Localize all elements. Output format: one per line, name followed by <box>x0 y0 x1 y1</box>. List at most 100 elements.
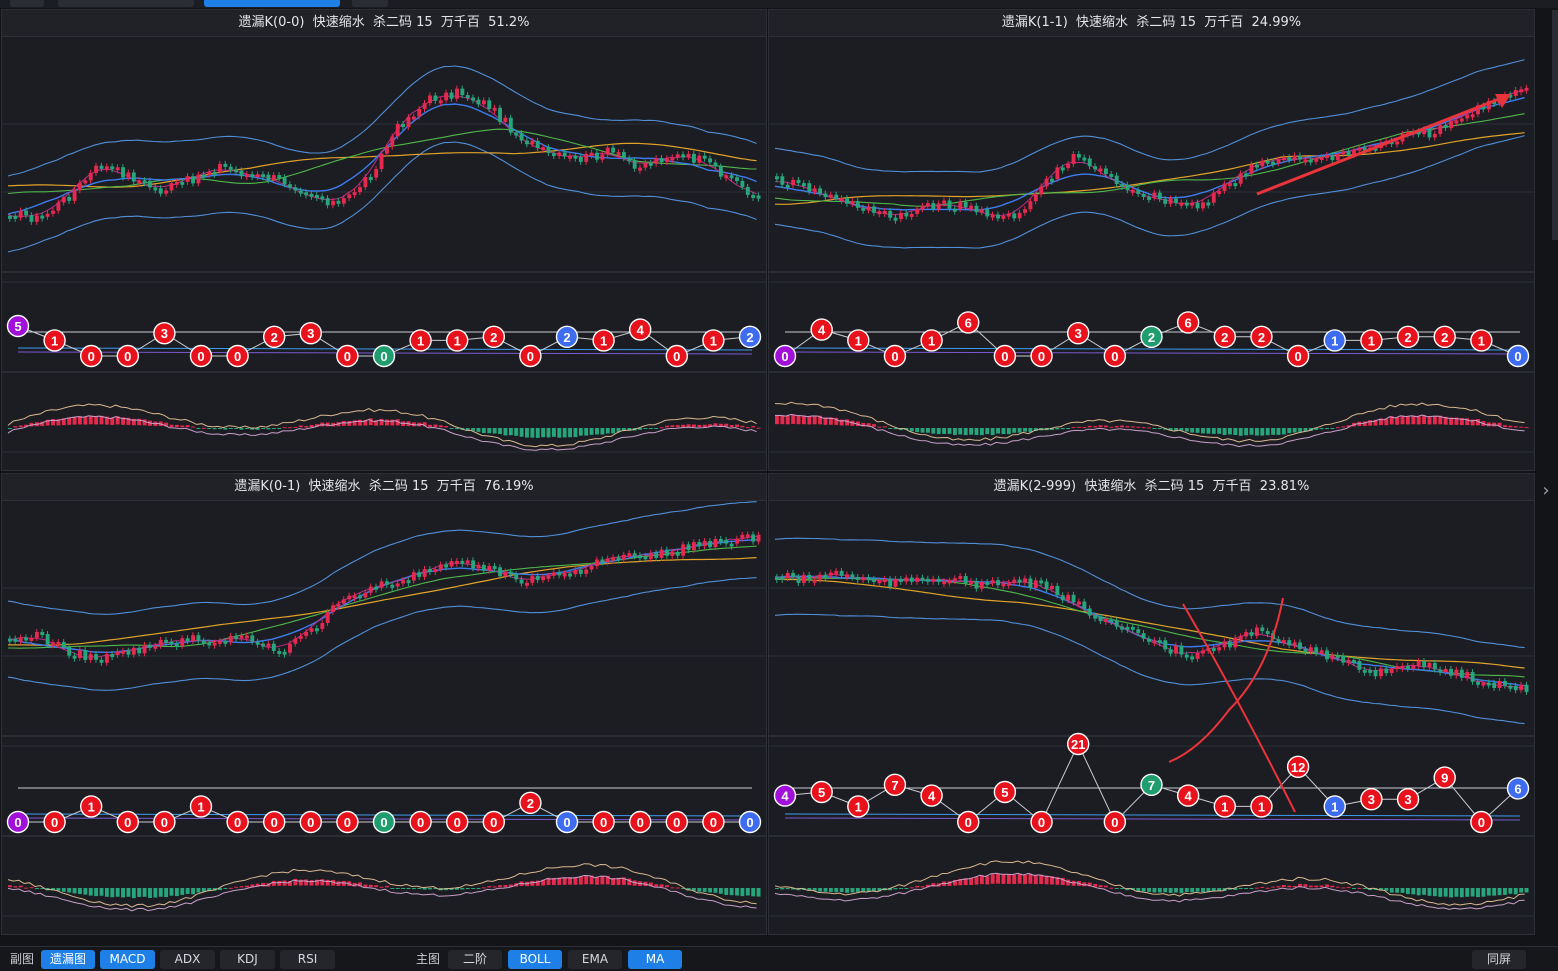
sync-screen-button[interactable]: 同屏 <box>1472 950 1526 969</box>
miss-node: 0 <box>1470 810 1493 834</box>
miss-node: 0 <box>226 344 249 368</box>
svg-text:0: 0 <box>161 815 168 830</box>
miss-node: 3 <box>153 322 176 345</box>
sub-tab-kdj[interactable]: KDJ <box>220 950 275 969</box>
sub-tab-adx[interactable]: ADX <box>160 950 215 969</box>
svg-text:1: 1 <box>1331 333 1338 348</box>
miss-node: 1 <box>189 795 213 818</box>
svg-text:0: 0 <box>88 349 95 364</box>
svg-text:0: 0 <box>234 815 241 830</box>
add-tab-button[interactable] <box>352 0 388 7</box>
svg-text:2: 2 <box>563 330 570 345</box>
miss-node: 0 <box>226 810 249 834</box>
sub-tab-miss-chart[interactable]: 遗漏图 <box>41 950 95 969</box>
miss-node: 0 <box>702 810 725 834</box>
svg-text:0: 0 <box>781 349 788 364</box>
miss-node: 1 <box>1250 795 1273 818</box>
main-tab-second-order[interactable]: 二阶 <box>448 950 502 969</box>
top-tab[interactable] <box>58 0 194 7</box>
svg-text:0: 0 <box>344 815 351 830</box>
miss-node: 3 <box>1396 788 1420 811</box>
svg-text:0: 0 <box>454 815 461 830</box>
miss-node: 7 <box>1140 773 1163 796</box>
miss-node: 0 <box>773 344 797 368</box>
svg-text:4: 4 <box>818 323 826 338</box>
miss-node: 2 <box>1213 325 1236 348</box>
svg-text:0: 0 <box>380 815 387 830</box>
miss-node: 2 <box>1433 325 1456 348</box>
panel-chart[interactable]: 5 1 0 0 3 0 0 2 3 0 0 1 1 2 0 2 1 4 0 1 2 <box>2 36 766 470</box>
miss-node: 0 <box>519 344 542 368</box>
miss-node: 12 <box>1286 755 1310 778</box>
miss-node: 5 <box>810 780 833 804</box>
top-tab-home[interactable] <box>10 0 44 7</box>
panel-title: 遗漏K(0-1) 快速缩水 杀二码 15 万千百 76.19% <box>2 474 766 501</box>
svg-text:2: 2 <box>1258 330 1265 345</box>
miss-node: 1 <box>847 795 870 818</box>
panel-title: 遗漏K(2-999) 快速缩水 杀二码 15 万千百 23.81% <box>769 474 1534 501</box>
svg-text:0: 0 <box>1038 815 1045 830</box>
svg-text:9: 9 <box>1441 771 1448 786</box>
miss-node: 0 <box>336 344 359 368</box>
chevron-right-icon[interactable]: › <box>1542 480 1550 501</box>
svg-text:4: 4 <box>781 789 789 804</box>
miss-node: 1 <box>920 329 943 352</box>
miss-node: 0 <box>665 344 688 368</box>
svg-text:1: 1 <box>710 333 717 348</box>
svg-text:2: 2 <box>527 796 534 811</box>
miss-node: 1 <box>1323 329 1346 352</box>
chart-panel-0-0[interactable]: 遗漏K(0-0) 快速缩水 杀二码 15 万千百 51.2% 5 1 0 0 3 0 0 2 3… <box>1 9 767 471</box>
miss-node: 0 <box>957 810 980 834</box>
miss-node: 0 <box>482 810 505 834</box>
miss-node-row: 4 5 1 7 4 0 5 0 21 0 7 4 1 1 12 1 3 3 9 0 6 <box>773 732 1530 834</box>
miss-node: 1 <box>702 329 725 352</box>
svg-text:6: 6 <box>1185 315 1192 330</box>
top-tab-active[interactable] <box>204 0 340 7</box>
svg-text:0: 0 <box>1111 349 1118 364</box>
miss-node: 0 <box>263 810 286 834</box>
panel-title: 遗漏K(0-0) 快速缩水 杀二码 15 万千百 51.2% <box>2 10 766 37</box>
miss-node: 0 <box>1103 810 1127 834</box>
main-tab-ema[interactable]: EMA <box>568 950 622 969</box>
svg-text:0: 0 <box>891 349 898 364</box>
svg-text:1: 1 <box>88 799 95 814</box>
svg-text:4: 4 <box>928 789 936 804</box>
miss-node: 3 <box>299 322 322 345</box>
miss-node: 0 <box>189 344 213 368</box>
panel-chart[interactable]: 0 0 1 0 0 1 0 0 0 0 0 0 0 0 2 0 0 0 0 0 0 <box>2 500 766 934</box>
main-tab-boll[interactable]: BOLL <box>508 950 562 969</box>
svg-text:0: 0 <box>1478 815 1485 830</box>
svg-text:0: 0 <box>1294 349 1301 364</box>
side-scroll-strip[interactable] <box>1552 10 1558 240</box>
miss-node: 6 <box>957 311 980 334</box>
sub-tab-macd[interactable]: MACD <box>100 950 155 969</box>
svg-text:1: 1 <box>1368 333 1375 348</box>
svg-text:12: 12 <box>1291 760 1305 775</box>
miss-node: 0 <box>409 810 432 834</box>
svg-text:3: 3 <box>161 326 168 341</box>
miss-node: 0 <box>1030 810 1053 834</box>
panel-chart[interactable]: 0 4 1 0 1 6 0 0 3 0 2 6 2 2 0 1 1 2 2 1 0 <box>769 36 1534 470</box>
chart-panel-0-1[interactable]: 遗漏K(0-1) 快速缩水 杀二码 15 万千百 76.19% 0 0 1 0 0 1 0 0… <box>1 473 767 935</box>
panel-chart[interactable]: 4 5 1 7 4 0 5 0 21 0 7 4 1 1 12 1 3 3 9 0 6 <box>769 500 1534 934</box>
svg-text:5: 5 <box>14 319 21 334</box>
svg-text:0: 0 <box>673 349 680 364</box>
sub-tab-rsi[interactable]: RSI <box>280 950 335 969</box>
miss-node: 0 <box>6 810 30 834</box>
miss-node: 0 <box>1506 344 1530 368</box>
miss-node: 2 <box>482 325 505 348</box>
macd-histogram <box>7 403 761 451</box>
main-tab-ma[interactable]: MA <box>628 950 682 969</box>
svg-text:2: 2 <box>746 330 753 345</box>
miss-node: 0 <box>883 344 907 368</box>
cross-mark-annotation <box>1168 597 1296 813</box>
bottom-toolbar: 副图 遗漏图 MACD ADX KDJ RSI 主图 二阶 BOLL EMA M… <box>0 946 1558 971</box>
svg-text:0: 0 <box>490 815 497 830</box>
svg-text:0: 0 <box>1038 349 1045 364</box>
svg-text:3: 3 <box>1075 326 1082 341</box>
svg-text:0: 0 <box>1514 349 1521 364</box>
chart-panel-2-999[interactable]: 遗漏K(2-999) 快速缩水 杀二码 15 万千百 23.81% 4 5 1 7 4 0… <box>768 473 1535 935</box>
miss-node: 2 <box>263 325 286 348</box>
miss-node: 0 <box>116 810 140 834</box>
